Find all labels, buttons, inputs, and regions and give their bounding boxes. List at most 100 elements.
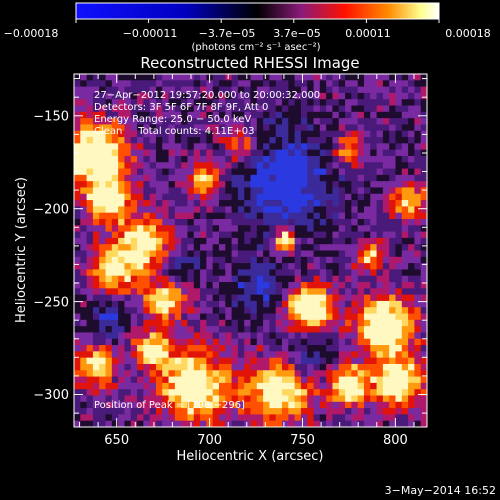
image-pixel	[275, 218, 283, 226]
image-pixel	[92, 212, 100, 220]
image-pixel	[319, 174, 327, 182]
image-pixel	[288, 351, 296, 359]
image-pixel	[86, 357, 94, 365]
image-pixel	[212, 382, 220, 390]
image-pixel	[414, 86, 422, 94]
image-pixel	[332, 332, 340, 340]
image-pixel	[376, 414, 384, 422]
image-pixel	[275, 420, 283, 427]
image-pixel	[155, 420, 163, 427]
image-pixel	[193, 162, 201, 169]
image-pixel	[357, 162, 365, 169]
image-pixel	[250, 218, 258, 226]
image-pixel	[345, 181, 352, 188]
image-pixel	[395, 86, 403, 94]
image-pixel	[155, 326, 163, 333]
image-pixel	[92, 99, 100, 106]
image-pixel	[300, 382, 308, 390]
image-pixel	[345, 130, 352, 138]
image-pixel	[319, 382, 327, 390]
image-pixel	[86, 395, 94, 403]
image-pixel	[187, 92, 195, 100]
image-pixel	[395, 187, 403, 195]
image-pixel	[130, 326, 138, 333]
image-pixel	[168, 92, 176, 100]
image-pixel	[300, 149, 308, 157]
image-pixel	[237, 420, 245, 427]
image-pixel	[389, 319, 396, 327]
image-pixel	[263, 382, 270, 390]
image-pixel	[282, 338, 289, 346]
image-pixel	[225, 118, 232, 125]
image-pixel	[231, 206, 239, 214]
image-pixel	[244, 174, 251, 182]
image-pixel	[174, 181, 182, 188]
image-pixel	[288, 395, 296, 403]
image-pixel	[288, 168, 296, 176]
image-pixel	[200, 269, 207, 277]
image-pixel	[174, 250, 182, 258]
image-pixel	[376, 181, 384, 188]
image-pixel	[319, 244, 327, 251]
image-pixel	[130, 414, 138, 422]
image-pixel	[319, 307, 327, 314]
image-pixel	[263, 351, 270, 359]
image-pixel	[319, 300, 327, 308]
image-pixel	[105, 105, 113, 113]
image-pixel	[218, 218, 226, 226]
image-pixel	[376, 326, 384, 333]
image-pixel	[256, 137, 264, 144]
image-pixel	[237, 130, 245, 138]
image-pixel	[105, 212, 113, 220]
image-pixel	[256, 193, 264, 201]
image-pixel	[99, 401, 106, 409]
image-pixel	[408, 237, 415, 245]
image-pixel	[420, 256, 427, 264]
image-pixel	[193, 168, 201, 176]
image-pixel	[231, 225, 239, 232]
image-pixel	[206, 212, 214, 220]
image-pixel	[376, 111, 384, 119]
image-pixel	[408, 105, 415, 113]
image-pixel	[187, 149, 195, 157]
image-pixel	[155, 86, 163, 94]
image-pixel	[256, 370, 264, 377]
image-pixel	[244, 275, 251, 283]
image-pixel	[420, 420, 427, 427]
image-pixel	[225, 332, 232, 340]
image-pixel	[269, 193, 277, 201]
image-pixel	[338, 338, 346, 346]
image-pixel	[332, 376, 340, 384]
image-pixel	[237, 401, 245, 409]
image-pixel	[193, 86, 201, 94]
image-pixel	[231, 345, 239, 352]
image-pixel	[319, 313, 327, 321]
image-pixel	[130, 231, 138, 239]
image-pixel	[332, 212, 340, 220]
image-pixel	[143, 174, 151, 182]
image-pixel	[269, 74, 277, 81]
image-pixel	[351, 250, 359, 258]
image-pixel	[294, 370, 302, 377]
image-pixel	[130, 187, 138, 195]
image-pixel	[212, 414, 220, 422]
image-pixel	[118, 313, 125, 321]
image-pixel	[370, 389, 377, 396]
image-pixel	[74, 155, 81, 163]
image-pixel	[269, 143, 277, 151]
image-pixel	[351, 181, 359, 188]
image-pixel	[282, 256, 289, 264]
image-pixel	[269, 187, 277, 195]
image-pixel	[187, 319, 195, 327]
image-pixel	[326, 345, 333, 352]
image-pixel	[74, 256, 81, 264]
image-pixel	[155, 382, 163, 390]
image-pixel	[250, 237, 258, 245]
image-pixel	[143, 118, 151, 125]
image-pixel	[149, 74, 157, 81]
image-pixel	[414, 181, 422, 188]
image-pixel	[408, 143, 415, 151]
image-pixel	[174, 382, 182, 390]
x-tick-label: 750	[290, 433, 315, 448]
image-pixel	[319, 74, 327, 81]
